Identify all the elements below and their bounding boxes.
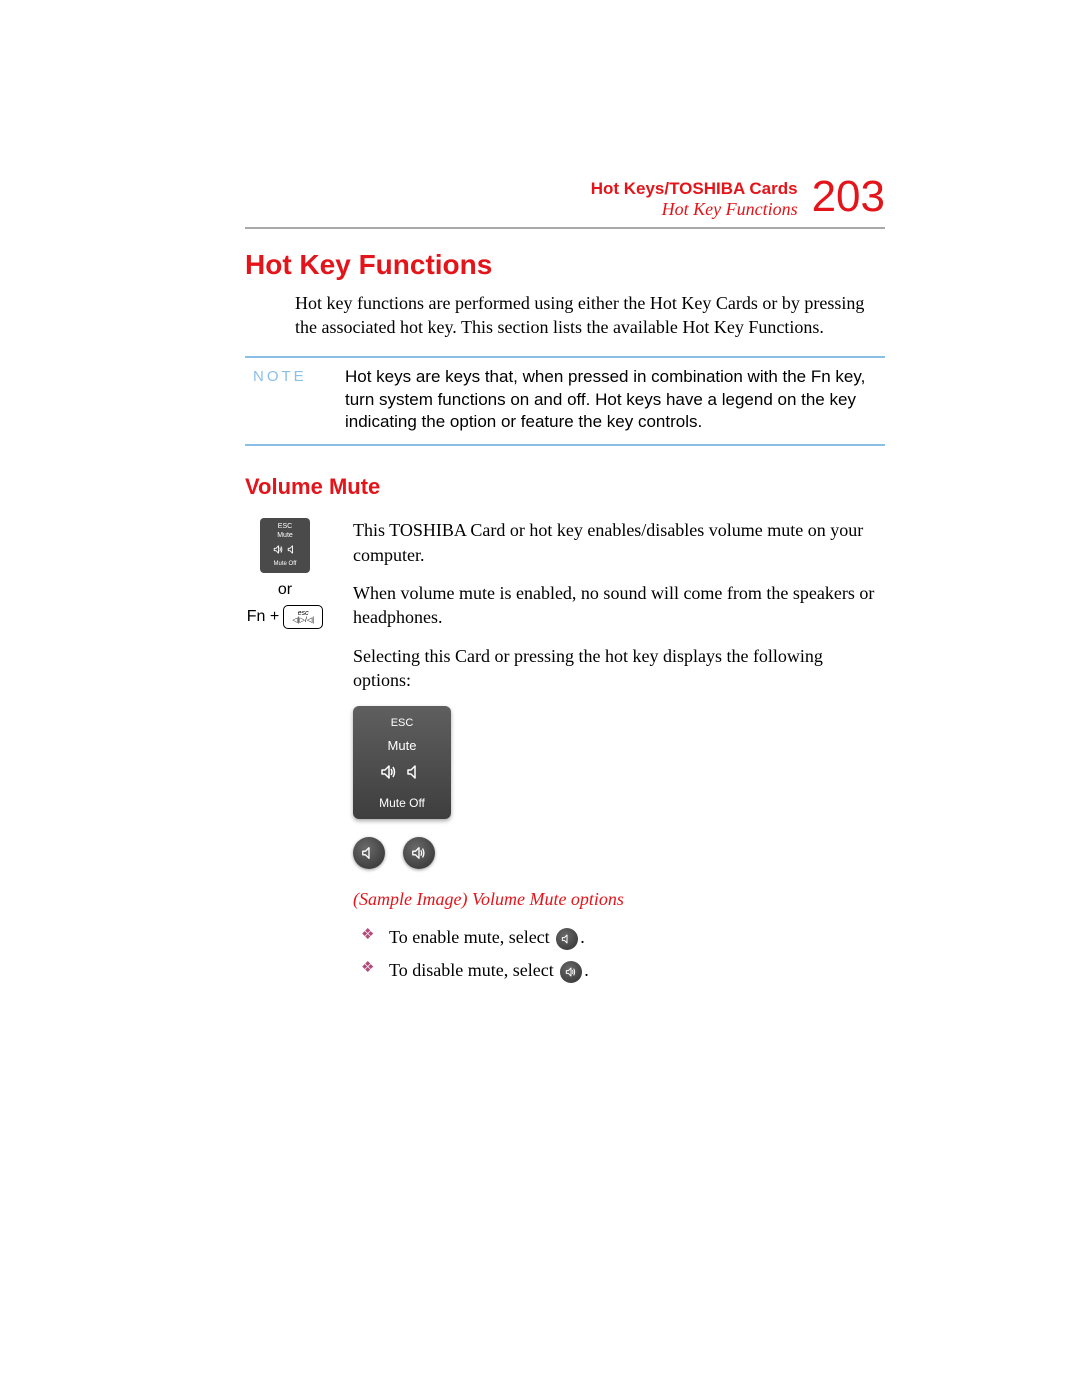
bullet-text-post: . xyxy=(580,927,585,947)
note-label: NOTE xyxy=(245,366,345,435)
figure-caption: (Sample Image) Volume Mute options xyxy=(353,887,885,911)
fn-prefix: Fn + xyxy=(247,608,279,626)
speaker-mute-icon xyxy=(406,763,424,787)
list-item: To enable mute, select . xyxy=(361,925,885,950)
esc-key-label: esc xyxy=(298,610,309,617)
card-large-line1: ESC xyxy=(357,716,447,731)
paragraph-3: Selecting this Card or pressing the hot … xyxy=(353,644,885,693)
speaker-on-icon xyxy=(273,542,284,560)
volume-mute-section: ESC Mute Mute Off or Fn + esc ◁|▷/◁| Thi… xyxy=(245,518,885,991)
speaker-mute-icon xyxy=(287,542,298,560)
heading-2: Volume Mute xyxy=(245,474,885,500)
paragraph-1: This TOSHIBA Card or hot key enables/dis… xyxy=(353,518,885,567)
header-chapter: Hot Keys/TOSHIBA Cards xyxy=(591,179,798,199)
paragraph-2: When volume mute is enabled, no sound wi… xyxy=(353,581,885,630)
speaker-on-icon xyxy=(560,961,582,983)
unmute-option-icon xyxy=(403,837,435,869)
fn-key-combo: Fn + esc ◁|▷/◁| xyxy=(247,605,323,629)
page-number: 203 xyxy=(812,175,885,219)
mute-option-icon xyxy=(353,837,385,869)
description-column: This TOSHIBA Card or hot key enables/dis… xyxy=(353,518,885,991)
card-large-line3: Mute Off xyxy=(357,795,447,811)
bullet-text-post: . xyxy=(584,960,589,980)
bullet-text-pre: To enable mute, select xyxy=(389,927,554,947)
card-small-line2: Mute xyxy=(262,532,308,540)
intro-paragraph: Hot key functions are performed using ei… xyxy=(295,291,885,340)
note-text-pre: Hot keys are keys that, when pressed in … xyxy=(345,367,811,386)
document-page: Hot Keys/TOSHIBA Cards Hot Key Functions… xyxy=(0,0,1080,1051)
instruction-list: To enable mute, select . To disable mute… xyxy=(353,925,885,983)
card-small-line1: ESC xyxy=(262,523,308,531)
page-header: Hot Keys/TOSHIBA Cards Hot Key Functions… xyxy=(245,175,885,229)
hotkey-column: ESC Mute Mute Off or Fn + esc ◁|▷/◁| xyxy=(245,518,325,991)
header-text: Hot Keys/TOSHIBA Cards Hot Key Functions xyxy=(591,175,798,221)
speaker-mute-icon xyxy=(556,928,578,950)
toshiba-card-large: ESC Mute Mute Off xyxy=(353,706,451,819)
card-large-line2: Mute xyxy=(357,737,447,755)
note-text: Hot keys are keys that, when pressed in … xyxy=(345,366,885,435)
toshiba-card-small: ESC Mute Mute Off xyxy=(260,518,310,573)
header-section: Hot Key Functions xyxy=(591,199,798,221)
speaker-on-icon xyxy=(380,763,398,787)
card-small-line3: Mute Off xyxy=(262,561,308,568)
bullet-text-pre: To disable mute, select xyxy=(389,960,558,980)
fn-key-text: Fn xyxy=(811,367,831,386)
list-item: To disable mute, select . xyxy=(361,958,885,983)
or-label: or xyxy=(278,581,292,599)
note-block: NOTE Hot keys are keys that, when presse… xyxy=(245,356,885,447)
heading-1: Hot Key Functions xyxy=(245,249,885,281)
esc-key-icon: esc ◁|▷/◁| xyxy=(283,605,323,629)
option-icons-row xyxy=(353,837,885,869)
